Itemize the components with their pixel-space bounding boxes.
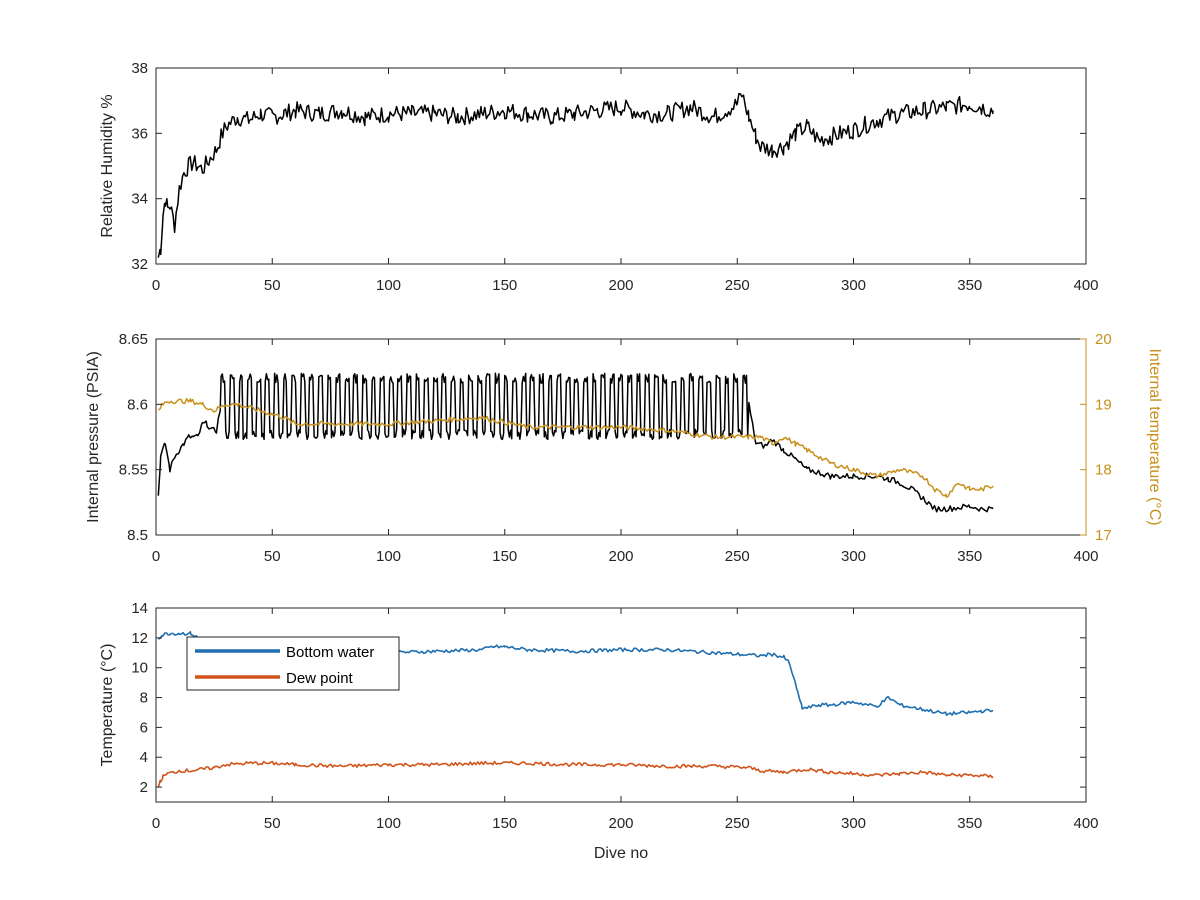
series-line-0-0 <box>157 92 994 258</box>
y-tick-label: 8.5 <box>127 527 148 544</box>
axes-box <box>155 338 1087 536</box>
x-tick-label: 200 <box>608 815 633 832</box>
y-tick-label: 38 <box>131 60 148 77</box>
axes-box <box>155 67 1087 265</box>
x-tick-label: 250 <box>725 548 750 565</box>
x-tick-label: 350 <box>957 277 982 294</box>
x-tick-label: 50 <box>264 548 281 565</box>
x-tick-label: 0 <box>152 277 160 294</box>
x-tick-label: 150 <box>492 277 517 294</box>
dive-no-xlabel: Dive no <box>594 845 648 862</box>
y-tick-label: 8.55 <box>119 462 148 479</box>
legend-label-bottom-water: Bottom water <box>286 644 374 661</box>
y-tick-label: 6 <box>140 719 148 736</box>
x-tick-label: 0 <box>152 548 160 565</box>
humidity-panel: Relative Humidity % 0 50 100 150 200 250 300 35… <box>99 60 1099 294</box>
x-tick-label: 300 <box>841 548 866 565</box>
series-line-1-1 <box>157 397 994 498</box>
x-tick-label: 100 <box>376 815 401 832</box>
y-tick-label: 36 <box>131 125 148 142</box>
y2-tick-label: 18 <box>1095 462 1112 479</box>
x-tick-label: 250 <box>725 277 750 294</box>
y-tick-label: 4 <box>140 749 148 766</box>
y-tick-label: 12 <box>131 630 148 647</box>
x-tick-label: 150 <box>492 815 517 832</box>
x-tick-label: 250 <box>725 815 750 832</box>
pressure-ylabel: Internal pressure (PSIA) <box>85 351 102 523</box>
x-tick-label: 200 <box>608 277 633 294</box>
x-tick-label: 400 <box>1073 815 1098 832</box>
y-tick-label: 32 <box>131 256 148 273</box>
pressure-temperature-panel: Internal pressure (PSIA) Internal temper… <box>85 331 1163 565</box>
x-tick-label: 400 <box>1073 277 1098 294</box>
series-line-2-1 <box>157 760 994 788</box>
x-tick-label: 350 <box>957 548 982 565</box>
y-tick-label: 8.6 <box>127 396 148 413</box>
y-tick-label: 2 <box>140 779 148 796</box>
temperature-ylabel: Temperature (°C) <box>99 644 116 767</box>
x-tick-label: 300 <box>841 277 866 294</box>
x-tick-label: 300 <box>841 815 866 832</box>
x-tick-label: 350 <box>957 815 982 832</box>
x-tick-label: 100 <box>376 548 401 565</box>
x-tick-label: 50 <box>264 815 281 832</box>
x-tick-label: 200 <box>608 548 633 565</box>
internal-temperature-ylabel: Internal temperature (°C) <box>1146 348 1163 525</box>
y-tick-label: 8.65 <box>119 331 148 348</box>
y2-tick-label: 20 <box>1095 331 1112 348</box>
legend: Bottom water Dew point <box>186 636 400 691</box>
x-tick-label: 50 <box>264 277 281 294</box>
y-tick-label: 14 <box>131 600 148 617</box>
x-tick-label: 400 <box>1073 548 1098 565</box>
y2-tick-label: 19 <box>1095 396 1112 413</box>
legend-label-dew-point: Dew point <box>286 670 354 687</box>
x-tick-label: 150 <box>492 548 517 565</box>
y-tick-label: 8 <box>140 690 148 707</box>
series-line-1-0 <box>157 372 994 513</box>
x-tick-label: 0 <box>152 815 160 832</box>
y-tick-label: 10 <box>131 660 148 677</box>
y-tick-label: 34 <box>131 191 148 208</box>
humidity-ylabel: Relative Humidity % <box>99 94 116 237</box>
y2-tick-label: 17 <box>1095 527 1112 544</box>
x-tick-label: 100 <box>376 277 401 294</box>
legend-box <box>186 636 400 691</box>
